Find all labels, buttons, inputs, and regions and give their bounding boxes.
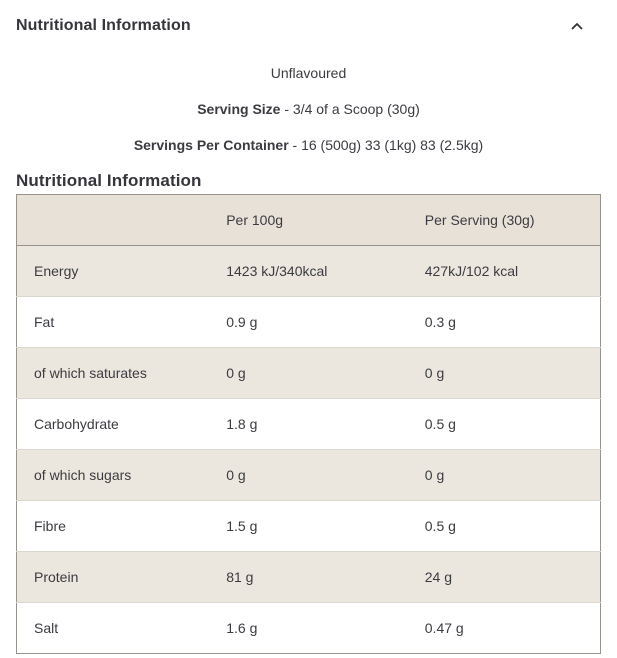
flavour-value: Unflavoured bbox=[270, 65, 347, 81]
servings-per-container-value: - 16 (500g) 33 (1kg) 83 (2.5kg) bbox=[288, 137, 484, 153]
row-label: Protein bbox=[34, 569, 79, 585]
column-header-blank bbox=[17, 195, 210, 246]
row-per-100g: 0.9 g bbox=[226, 314, 258, 330]
row-per-serving: 24 g bbox=[424, 569, 453, 585]
row-per-serving: 0.5 g bbox=[424, 518, 456, 534]
table-row: Carbohydrate 1.8 g 0.5 g bbox=[16, 398, 601, 450]
serving-size-label: Serving Size bbox=[197, 101, 281, 117]
row-per-serving: 427kJ/102 kcal bbox=[424, 263, 519, 279]
row-per-serving: 0.5 g bbox=[424, 416, 456, 432]
row-per-100g: 1.6 g bbox=[226, 620, 258, 636]
row-label: of which saturates bbox=[34, 365, 147, 381]
row-per-serving: 0.3 g bbox=[424, 314, 456, 330]
table-row: Fat 0.9 g 0.3 g bbox=[16, 296, 601, 348]
row-per-100g: 0 g bbox=[226, 467, 246, 483]
serving-info: Unflavoured Serving Size - 3/4 of a Scoo… bbox=[0, 63, 617, 155]
row-label: Fibre bbox=[34, 518, 66, 534]
table-row: Energy 1423 kJ/340kcal 427kJ/102 kcal bbox=[16, 245, 601, 297]
accordion-title: Nutritional Information bbox=[16, 17, 191, 34]
row-label: Carbohydrate bbox=[34, 416, 119, 432]
servings-per-container-line: Servings Per Container - 16 (500g) 33 (1… bbox=[0, 135, 617, 155]
row-label: Fat bbox=[34, 314, 55, 330]
table-row: of which sugars 0 g 0 g bbox=[16, 449, 601, 501]
table-header-row: Per 100g Per Serving (30g) bbox=[16, 194, 601, 246]
flavour-line: Unflavoured bbox=[0, 63, 617, 83]
table-row: of which saturates 0 g 0 g bbox=[16, 347, 601, 399]
row-per-serving: 0 g bbox=[424, 365, 445, 381]
row-label: Energy bbox=[34, 263, 79, 279]
chevron-up-icon[interactable] bbox=[571, 22, 583, 30]
table-row: Fibre 1.5 g 0.5 g bbox=[16, 500, 601, 552]
serving-size-value: - 3/4 of a Scoop (30g) bbox=[280, 101, 420, 117]
nutrition-table-heading: Nutritional Information bbox=[16, 171, 202, 190]
row-per-100g: 81 g bbox=[226, 569, 254, 585]
column-header-per-100g: Per 100g bbox=[226, 212, 284, 228]
nutrition-table: Per 100g Per Serving (30g) Energy 1423 k… bbox=[16, 194, 601, 654]
row-per-100g: 1.5 g bbox=[226, 518, 258, 534]
table-row: Protein 81 g 24 g bbox=[16, 551, 601, 603]
row-per-100g: 1423 kJ/340kcal bbox=[226, 263, 328, 279]
serving-size-line: Serving Size - 3/4 of a Scoop (30g) bbox=[0, 99, 617, 119]
row-per-serving: 0.47 g bbox=[424, 620, 464, 636]
row-label: Salt bbox=[34, 620, 59, 636]
table-row: Salt 1.6 g 0.47 g bbox=[16, 602, 601, 654]
row-per-100g: 0 g bbox=[226, 365, 246, 381]
servings-per-container-label: Servings Per Container bbox=[133, 137, 289, 153]
row-per-100g: 1.8 g bbox=[226, 416, 258, 432]
row-per-serving: 0 g bbox=[424, 467, 445, 483]
column-header-per-serving: Per Serving (30g) bbox=[424, 212, 535, 228]
nutrition-accordion-toggle[interactable]: Nutritional Information bbox=[0, 0, 617, 52]
row-label: of which sugars bbox=[34, 467, 132, 483]
